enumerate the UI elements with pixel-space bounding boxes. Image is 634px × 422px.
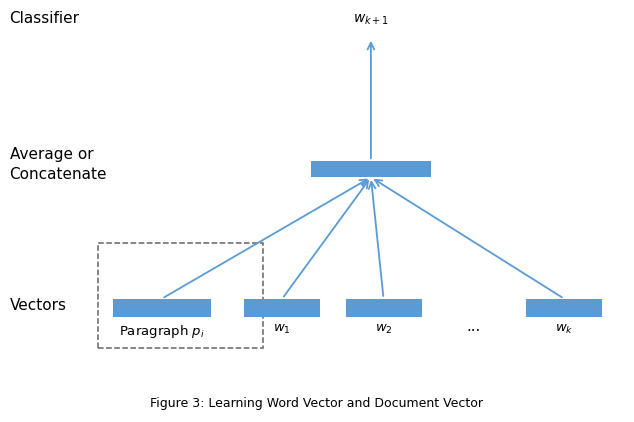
Bar bbox=[98, 243, 263, 348]
Bar bbox=[113, 299, 210, 316]
Text: Vectors: Vectors bbox=[10, 298, 67, 314]
Text: $w_2$: $w_2$ bbox=[375, 323, 392, 336]
Text: Classifier: Classifier bbox=[10, 11, 79, 27]
Bar bbox=[346, 299, 422, 316]
Text: $w_{k+1}$: $w_{k+1}$ bbox=[353, 13, 389, 27]
Text: $w_1$: $w_1$ bbox=[273, 323, 291, 336]
Bar bbox=[526, 299, 602, 316]
Text: Paragraph $p_i$: Paragraph $p_i$ bbox=[119, 323, 205, 340]
Bar bbox=[244, 299, 320, 316]
Text: Figure 3: Learning Word Vector and Document Vector: Figure 3: Learning Word Vector and Docum… bbox=[150, 397, 484, 409]
Text: $w_k$: $w_k$ bbox=[555, 323, 574, 336]
Text: ...: ... bbox=[467, 319, 481, 334]
Text: Average or
Concatenate: Average or Concatenate bbox=[10, 147, 107, 182]
Bar bbox=[311, 161, 431, 177]
